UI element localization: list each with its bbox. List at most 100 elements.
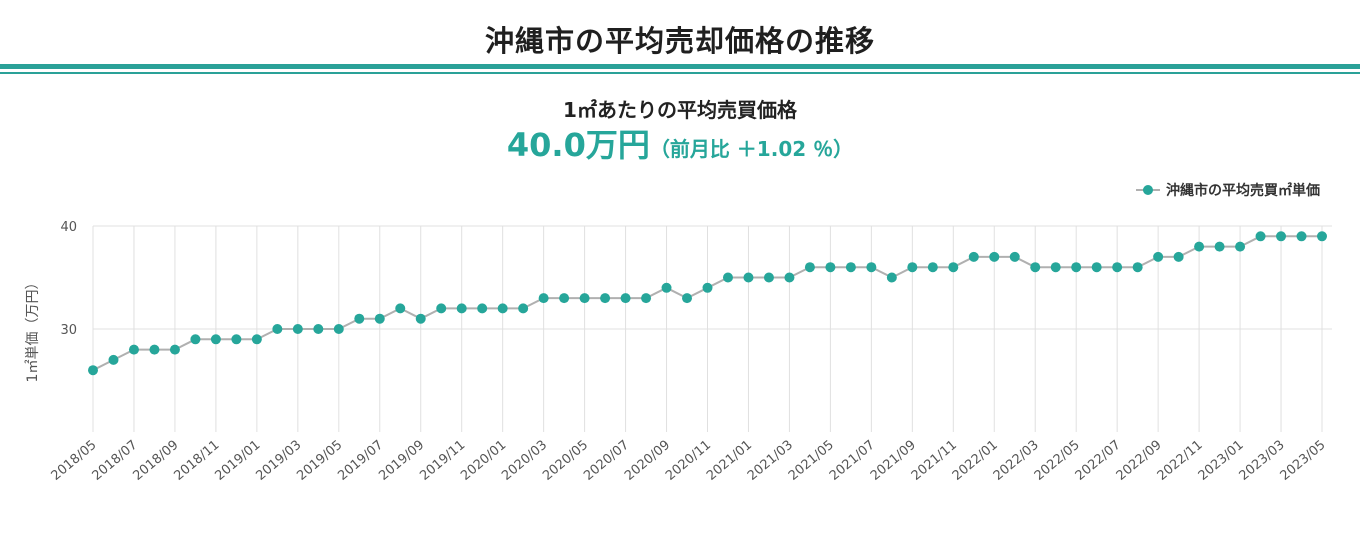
x-tick-label: 2019/01 [212, 438, 263, 484]
x-tick-label: 2019/03 [253, 438, 304, 484]
data-point [763, 272, 774, 283]
x-tick-label: 2021/11 [909, 438, 960, 484]
x-tick-label: 2021/07 [827, 438, 878, 484]
data-point [333, 324, 344, 334]
x-tick-label: 2021/01 [704, 438, 755, 484]
y-tick-label: 30 [60, 323, 77, 338]
data-point [1030, 262, 1041, 273]
data-point [784, 272, 795, 283]
data-point [538, 293, 549, 304]
data-point [804, 262, 815, 273]
data-point [1317, 231, 1327, 242]
x-tick-label: 2022/01 [950, 438, 1001, 484]
data-point [1071, 262, 1082, 273]
data-point [1132, 262, 1143, 273]
headline-price: 40.0万円（前月比 ＋1.02 ％） [0, 120, 1360, 166]
x-tick-label: 2018/11 [171, 438, 222, 484]
data-point [497, 303, 508, 314]
chart-subtitle: 1㎡あたりの平均売買価格 [563, 98, 797, 122]
data-point [1235, 241, 1246, 252]
data-point [374, 313, 385, 324]
data-point [1255, 231, 1266, 242]
data-point [210, 334, 221, 345]
data-point [1009, 251, 1020, 262]
data-point [251, 334, 262, 345]
data-point [518, 303, 529, 314]
data-point [292, 324, 303, 334]
legend-label: 沖縄市の平均売買㎡単価 [1166, 183, 1320, 199]
data-point [968, 251, 979, 262]
x-tick-label: 2018/09 [130, 438, 181, 484]
data-point [989, 251, 1000, 262]
data-point [661, 282, 672, 293]
x-tick-label: 2019/07 [335, 438, 386, 484]
data-point [620, 293, 631, 304]
data-point [1214, 241, 1225, 252]
data-point [886, 272, 897, 283]
data-point [456, 303, 467, 314]
x-tick-label: 2022/11 [1155, 438, 1206, 484]
x-tick-label: 2020/07 [581, 438, 632, 484]
data-point [108, 354, 119, 365]
data-point [190, 334, 201, 345]
page-title: 沖縄市の平均売却価格の推移 [484, 24, 875, 58]
chart-legend[interactable]: 沖縄市の平均売買㎡単価 [1136, 180, 1320, 200]
data-point [128, 344, 139, 355]
data-point [1091, 262, 1102, 273]
title-divider-thin [0, 72, 1360, 74]
x-tick-label: 2023/01 [1196, 438, 1247, 484]
legend-marker-icon [1136, 184, 1160, 196]
x-tick-label: 2022/07 [1073, 438, 1124, 484]
x-tick-label: 2019/11 [417, 438, 468, 484]
data-point [722, 272, 733, 283]
x-tick-label: 2018/05 [49, 438, 100, 484]
x-tick-label: 2021/05 [786, 438, 837, 484]
data-point [579, 293, 590, 304]
data-point [682, 293, 693, 304]
data-point [927, 262, 938, 273]
x-tick-label: 2023/03 [1237, 438, 1288, 484]
line-chart: 30 40 1㎡単価（万円） 2018/052018/072018/092018/11… [25, 220, 1332, 484]
data-point [272, 324, 283, 334]
x-tick-label: 2019/09 [376, 438, 427, 484]
data-point [1050, 262, 1061, 273]
data-point [477, 303, 488, 314]
data-point [1296, 231, 1307, 242]
data-point [1194, 241, 1205, 252]
data-point [559, 293, 570, 304]
x-tick-label: 2020/05 [540, 438, 591, 484]
data-point [1173, 251, 1184, 262]
x-tick-label: 2020/09 [622, 438, 673, 484]
x-tick-label: 2020/01 [458, 438, 509, 484]
data-point [1112, 262, 1123, 273]
data-point [395, 303, 406, 314]
x-tick-label: 2022/03 [991, 438, 1042, 484]
data-point [600, 293, 611, 304]
data-point [948, 262, 959, 273]
data-point [231, 334, 242, 345]
data-point [313, 324, 324, 334]
headline-value: 40.0万円 [506, 126, 650, 164]
data-point [641, 293, 652, 304]
data-point [169, 344, 180, 355]
title-divider-thick [0, 64, 1360, 69]
headline-change: （前月比 ＋1.02 ％） [649, 137, 854, 161]
data-point [866, 262, 877, 273]
data-point [743, 272, 754, 283]
data-point [907, 262, 918, 273]
data-point [845, 262, 856, 273]
x-tick-label: 2023/05 [1278, 438, 1329, 484]
data-point [88, 365, 98, 376]
data-point [702, 282, 713, 293]
x-tick-label: 2020/11 [663, 438, 714, 484]
x-tick-label: 2020/03 [499, 438, 550, 484]
x-tick-label: 2021/03 [745, 438, 796, 484]
data-point [415, 313, 426, 324]
x-tick-label: 2022/09 [1114, 438, 1165, 484]
y-axis-label: 1㎡単価（万円） [25, 276, 41, 383]
data-point [1153, 251, 1164, 262]
data-point [436, 303, 447, 314]
x-tick-label: 2019/05 [294, 438, 345, 484]
x-tick-label: 2018/07 [90, 438, 141, 484]
x-tick-label: 2021/09 [868, 438, 919, 484]
